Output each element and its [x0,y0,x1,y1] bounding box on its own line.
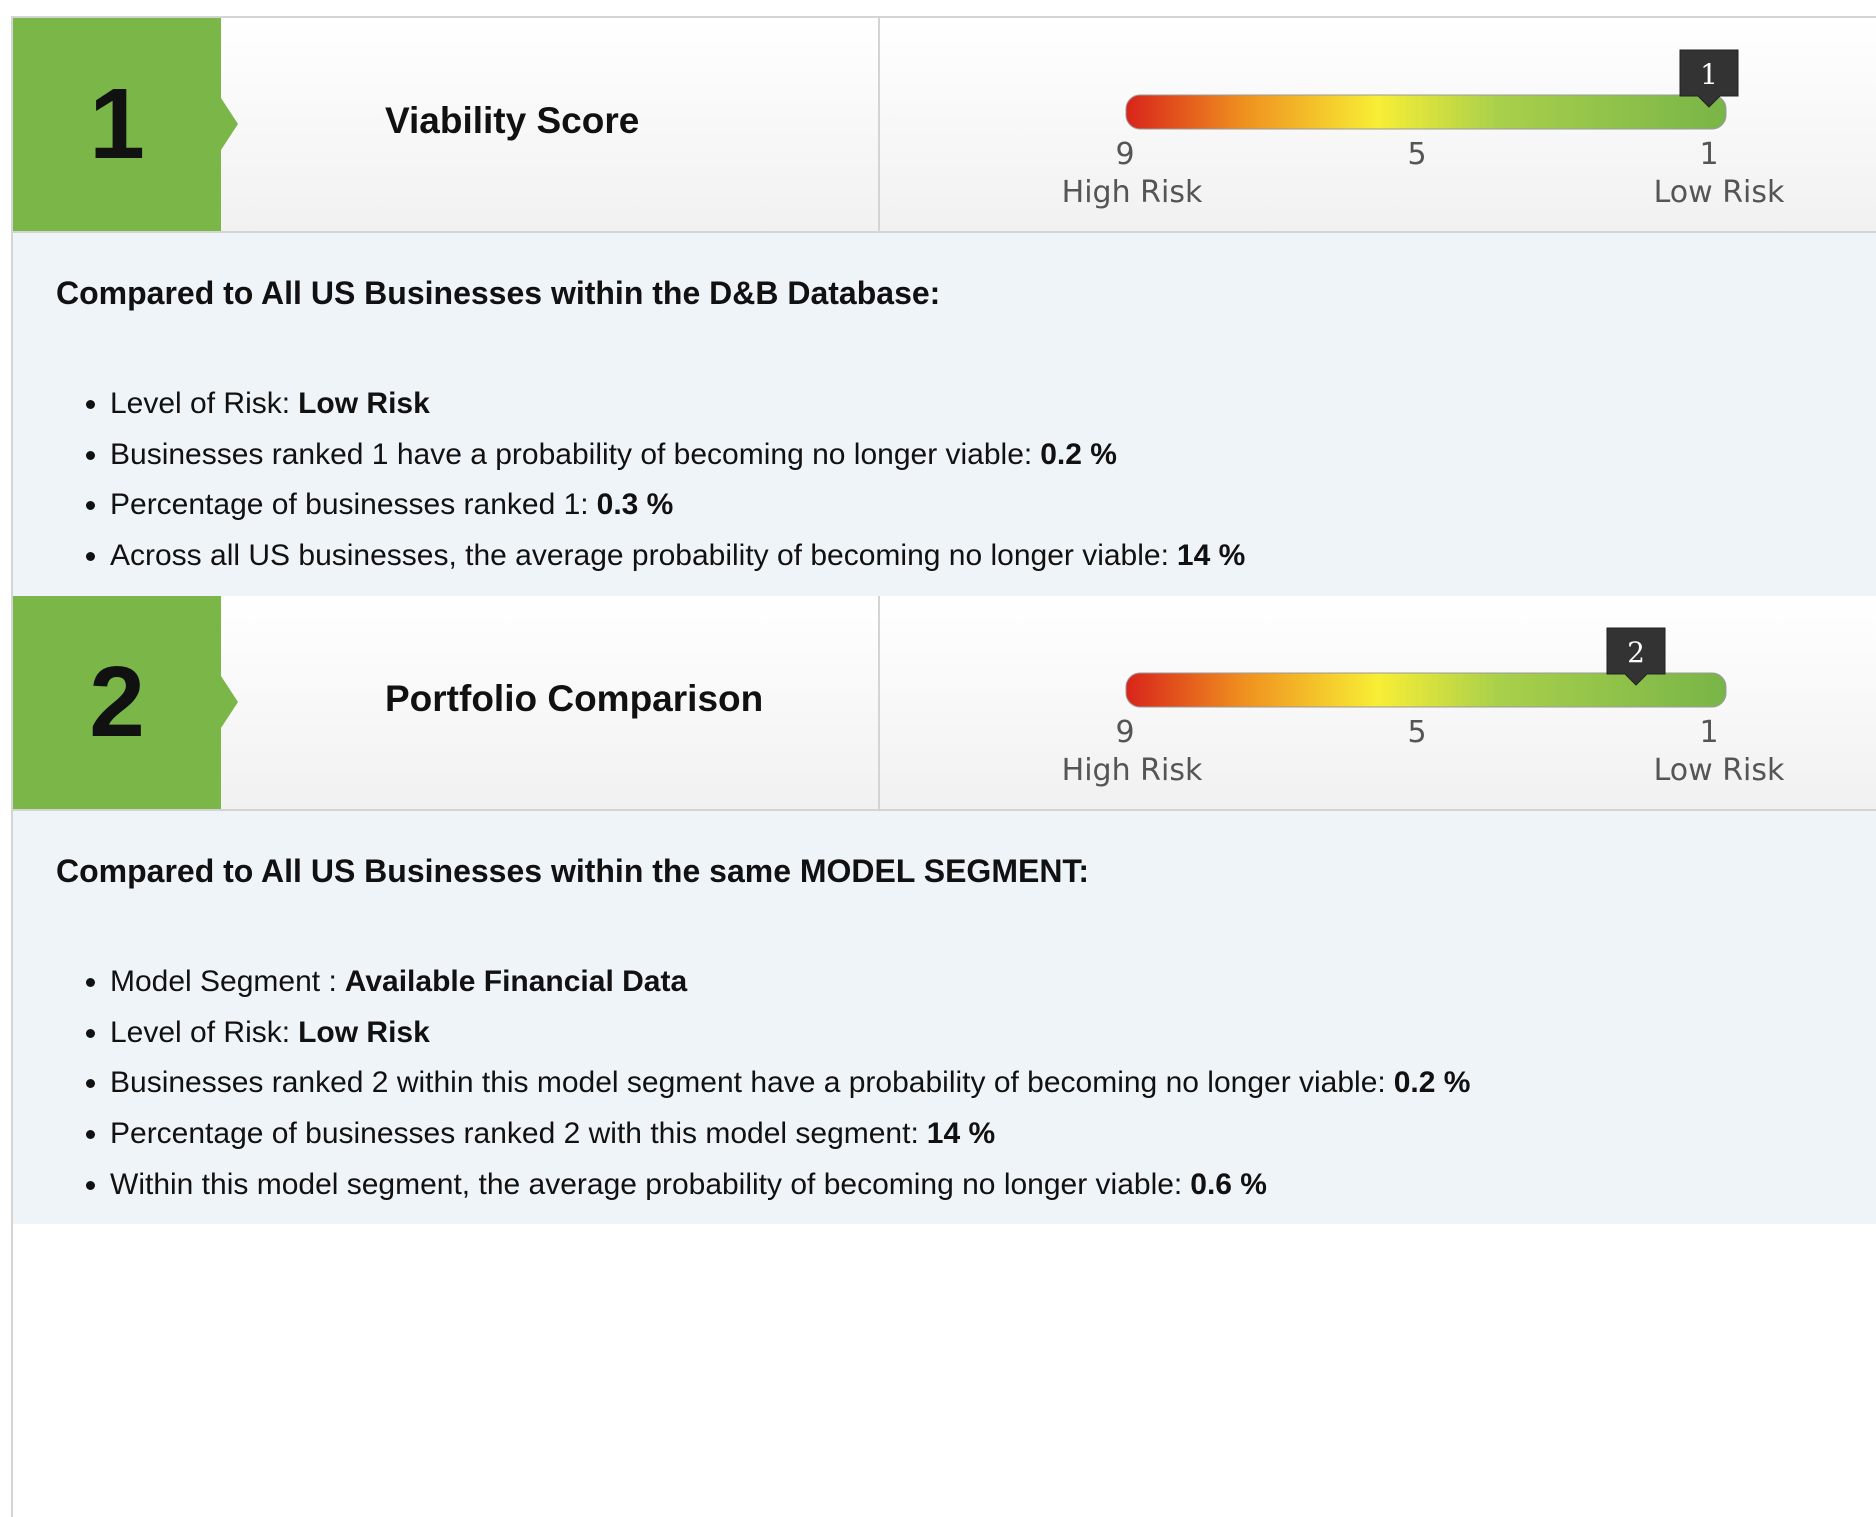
gauge-tick-label: 9 [1115,715,1134,750]
section-header: 2 Portfolio Comparison 9 5 1 High Risk Low Ris… [13,595,1876,811]
detail-value: Low Risk [298,1015,430,1049]
section-heading: Compared to All US Businesses within the… [56,275,941,311]
detail-label: Percentage of businesses ranked 2 with t… [110,1116,919,1150]
divider [878,18,880,231]
section-heading: Compared to All US Businesses within the… [56,852,1090,889]
gauge-tick-label: 1 [1699,137,1718,172]
gauge-marker: 2 [1606,627,1666,686]
detail-item: Percentage of businesses ranked 1:0.3 % [110,480,1876,531]
detail-label: Percentage of businesses ranked 1: [110,488,589,522]
section-number: 2 [89,645,145,758]
detail-label: Model Segment : [110,964,337,998]
marker-label: 2 [1627,636,1645,669]
section-body: Compared to All US Businesses within the… [13,233,1876,596]
detail-label: Businesses ranked 1 have a probability o… [110,437,1033,471]
page: 1 Viability Score 9 5 1 High Risk Low Risk 1 Com… [11,16,1876,1517]
low-risk-label: Low Risk [1654,175,1785,210]
low-risk-label: Low Risk [1654,753,1785,788]
detail-label: Level of Risk: [110,1015,291,1049]
detail-list: Model Segment :Available Financial DataL… [56,957,1876,1211]
detail-item: Across all US businesses, the average pr… [110,531,1876,582]
detail-value: Low Risk [298,387,430,420]
detail-item: Within this model segment, the average p… [110,1160,1876,1211]
number-arrow [221,675,238,728]
section-title: Viability Score [385,100,640,141]
detail-value: Available Financial Data [344,964,688,998]
detail-list: Level of Risk:Low Risk Businesses ranked … [56,379,1876,582]
detail-label: Level of Risk: [110,387,291,420]
divider [878,595,880,809]
number-arrow [221,98,238,150]
detail-item: Model Segment :Available Financial Data [110,957,1876,1008]
detail-label: Within this model segment, the average p… [110,1167,1183,1201]
detail-item: Level of Risk:Low Risk [110,1008,1876,1059]
gauge-tick-label: 9 [1115,137,1134,172]
detail-value: 0.3 % [596,488,674,522]
detail-label: Across all US businesses, the average pr… [110,539,1169,573]
detail-value: 0.6 % [1190,1167,1267,1201]
detail-value: 14 % [1176,539,1246,573]
detail-item: Businesses ranked 1 have a probability o… [110,430,1876,481]
number-box: 2 [13,595,221,809]
gauge-tick-label: 1 [1699,715,1718,750]
detail-value: 14 % [926,1116,996,1150]
gauge-tick-label: 5 [1407,715,1426,750]
gauge-bar [1125,672,1727,708]
marker-shape [1606,627,1666,686]
number-box: 1 [13,18,221,231]
detail-value: 0.2 % [1393,1066,1471,1100]
gauge-marker: 1 [1679,49,1739,108]
detail-label: Businesses ranked 2 within this model se… [110,1066,1386,1100]
gauge-bar [1125,94,1727,130]
section-header: 1 Viability Score 9 5 1 High Risk Low Risk 1 [13,18,1876,233]
high-risk-label: High Risk [1062,175,1203,210]
detail-value: 0.2 % [1040,437,1117,471]
section-number: 1 [89,68,145,180]
gauge-tick-label: 5 [1407,137,1426,172]
risk-gauge: 9 5 1 High Risk Low Risk 2 [1062,627,1785,788]
detail-item: Percentage of businesses ranked 2 with t… [110,1109,1876,1160]
detail-item: Businesses ranked 2 within this model se… [110,1058,1876,1109]
section-body: Compared to All US Businesses within the… [13,810,1876,1225]
detail-item: Level of Risk:Low Risk [110,379,1876,430]
section-title: Portfolio Comparison [385,677,764,719]
marker-label: 1 [1700,58,1718,91]
marker-shape [1679,49,1739,108]
high-risk-label: High Risk [1062,753,1203,788]
